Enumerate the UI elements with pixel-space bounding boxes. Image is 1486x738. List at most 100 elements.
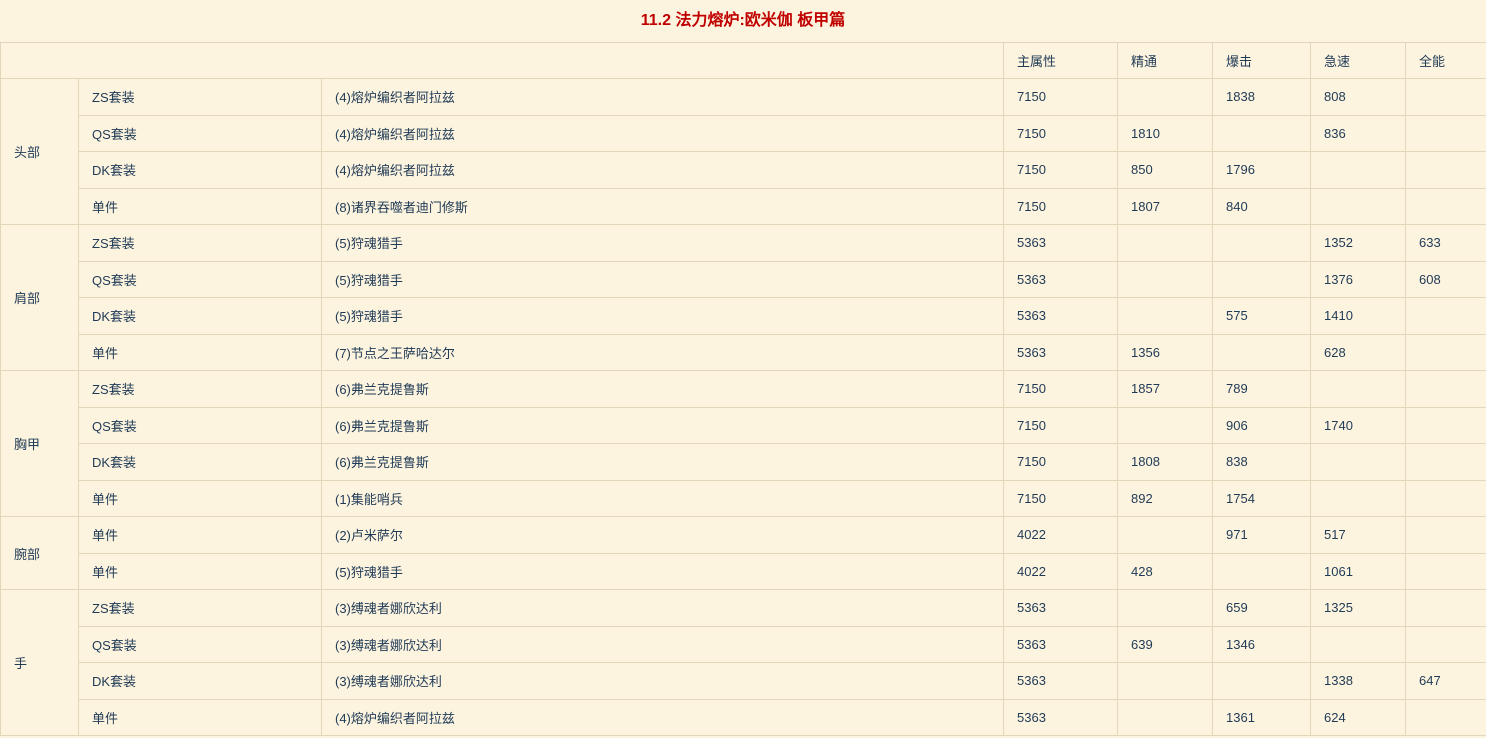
cell-mastery: [1117, 662, 1214, 700]
cell-versatility: [1405, 333, 1486, 371]
cell-set-type: 单件: [78, 516, 322, 554]
cell-main-stat: 7150: [1003, 114, 1119, 152]
cell-mastery: [1117, 698, 1214, 736]
cell-main-stat: 5363: [1003, 625, 1119, 663]
cell-crit: 1361: [1212, 698, 1312, 736]
cell-mastery: [1117, 78, 1214, 116]
cell-main-stat: 5363: [1003, 333, 1119, 371]
cell-crit: [1212, 114, 1312, 152]
table-row: QS套装 (6)弗兰克提鲁斯 7150 906 1740: [1, 406, 1486, 444]
table-row: 手 ZS套装 (3)缚魂者娜欣达利 5363 659 1325: [0, 589, 1486, 736]
cell-main-stat: 5363: [1003, 589, 1119, 627]
cell-main-stat: 7150: [1003, 78, 1119, 116]
cell-mastery: 850: [1117, 151, 1214, 189]
cell-item-name: (4)熔炉编织者阿拉兹: [320, 114, 1005, 152]
cell-body-part: 胸甲: [0, 370, 79, 517]
cell-mastery: 1808: [1117, 443, 1214, 481]
cell-body-part: 肩部: [0, 224, 79, 371]
cell-set-type: ZS套装: [78, 370, 322, 408]
cell-versatility: [1405, 589, 1486, 627]
cell-haste: 1352: [1310, 224, 1407, 262]
table-row: DK套装 (5)狩魂猎手 5363 575 1410: [1, 297, 1486, 335]
cell-item-name: (6)弗兰克提鲁斯: [320, 370, 1005, 408]
col-header-haste: 急速: [1310, 42, 1407, 79]
cell-versatility: [1405, 78, 1486, 116]
cell-crit: 1796: [1212, 151, 1312, 189]
cell-item-name: (1)集能哨兵: [320, 479, 1005, 517]
table-row: 单件 (1)集能哨兵 7150 892 1754: [1, 479, 1486, 517]
cell-mastery: 892: [1117, 479, 1214, 517]
table-row: QS套装 (4)熔炉编织者阿拉兹 7150 1810 836: [1, 114, 1486, 152]
cell-main-stat: 4022: [1003, 516, 1119, 554]
cell-haste: 628: [1310, 333, 1407, 371]
cell-crit: 659: [1212, 589, 1312, 627]
cell-set-type: QS套装: [78, 625, 322, 663]
cell-item-name: (8)诸界吞噬者迪门修斯: [320, 187, 1005, 225]
cell-main-stat: 7150: [1003, 151, 1119, 189]
cell-item-name: (4)熔炉编织者阿拉兹: [320, 151, 1005, 189]
cell-main-stat: 5363: [1003, 260, 1119, 298]
cell-item-name: (6)弗兰克提鲁斯: [320, 443, 1005, 481]
cell-crit: 1754: [1212, 479, 1312, 517]
cell-crit: 838: [1212, 443, 1312, 481]
cell-versatility: [1405, 151, 1486, 189]
cell-body-part: 手: [0, 589, 79, 736]
cell-mastery: 1857: [1117, 370, 1214, 408]
col-header-mastery: 精通: [1117, 42, 1214, 79]
cell-haste: 808: [1310, 78, 1407, 116]
cell-mastery: [1117, 516, 1214, 554]
cell-versatility: [1405, 187, 1486, 225]
cell-versatility: [1405, 698, 1486, 736]
page-title: 11.2 法力熔炉:欧米伽 板甲篇: [640, 12, 846, 29]
cell-versatility: [1405, 552, 1486, 590]
cell-haste: 624: [1310, 698, 1407, 736]
cell-set-type: QS套装: [78, 260, 322, 298]
header-empty-cell: [0, 42, 1005, 79]
col-header-main-stat: 主属性: [1003, 42, 1119, 79]
cell-mastery: 1807: [1117, 187, 1214, 225]
cell-set-type: 单件: [78, 479, 322, 517]
cell-haste: 1376: [1310, 260, 1407, 298]
cell-set-type: QS套装: [78, 114, 322, 152]
cell-crit: 575: [1212, 297, 1312, 335]
cell-item-name: (6)弗兰克提鲁斯: [320, 406, 1005, 444]
cell-body-part: 头部: [0, 78, 79, 225]
cell-versatility: 633: [1405, 224, 1486, 262]
table-row: 腕部 单件 (2)卢米萨尔 4022 971 517: [0, 516, 1486, 590]
cell-crit: [1212, 260, 1312, 298]
table-row: DK套装 (6)弗兰克提鲁斯 7150 1808 838: [1, 443, 1486, 481]
cell-haste: [1310, 479, 1407, 517]
cell-mastery: 1810: [1117, 114, 1214, 152]
cell-haste: 1338: [1310, 662, 1407, 700]
cell-set-type: DK套装: [78, 662, 322, 700]
cell-mastery: 428: [1117, 552, 1214, 590]
cell-versatility: [1405, 370, 1486, 408]
table-row: 胸甲 ZS套装 (6)弗兰克提鲁斯 7150 1857 789: [0, 370, 1486, 517]
cell-main-stat: 5363: [1003, 224, 1119, 262]
cell-crit: 971: [1212, 516, 1312, 554]
cell-item-name: (3)缚魂者娜欣达利: [320, 662, 1005, 700]
cell-set-type: ZS套装: [78, 589, 322, 627]
cell-item-name: (4)熔炉编织者阿拉兹: [320, 78, 1005, 116]
cell-main-stat: 7150: [1003, 187, 1119, 225]
cell-versatility: [1405, 297, 1486, 335]
table-row: DK套装 (3)缚魂者娜欣达利 5363 1338 647: [1, 662, 1486, 700]
cell-set-type: 单件: [78, 187, 322, 225]
cell-crit: [1212, 662, 1312, 700]
cell-set-type: QS套装: [78, 406, 322, 444]
cell-versatility: [1405, 516, 1486, 554]
cell-mastery: [1117, 224, 1214, 262]
cell-crit: [1212, 224, 1312, 262]
cell-haste: [1310, 443, 1407, 481]
cell-crit: 1346: [1212, 625, 1312, 663]
cell-crit: 840: [1212, 187, 1312, 225]
cell-crit: 789: [1212, 370, 1312, 408]
table-row: 头部 ZS套装 (4)熔炉编织者阿拉兹 7150 1838 808: [0, 78, 1486, 225]
table-row: 肩部 ZS套装 (5)狩魂猎手 5363 1352 633: [0, 224, 1486, 371]
cell-haste: 517: [1310, 516, 1407, 554]
table-row: 单件 (8)诸界吞噬者迪门修斯 7150 1807 840: [1, 187, 1486, 225]
cell-set-type: ZS套装: [78, 224, 322, 262]
cell-haste: 1740: [1310, 406, 1407, 444]
table-row: QS套装 (5)狩魂猎手 5363 1376 608: [1, 260, 1486, 298]
